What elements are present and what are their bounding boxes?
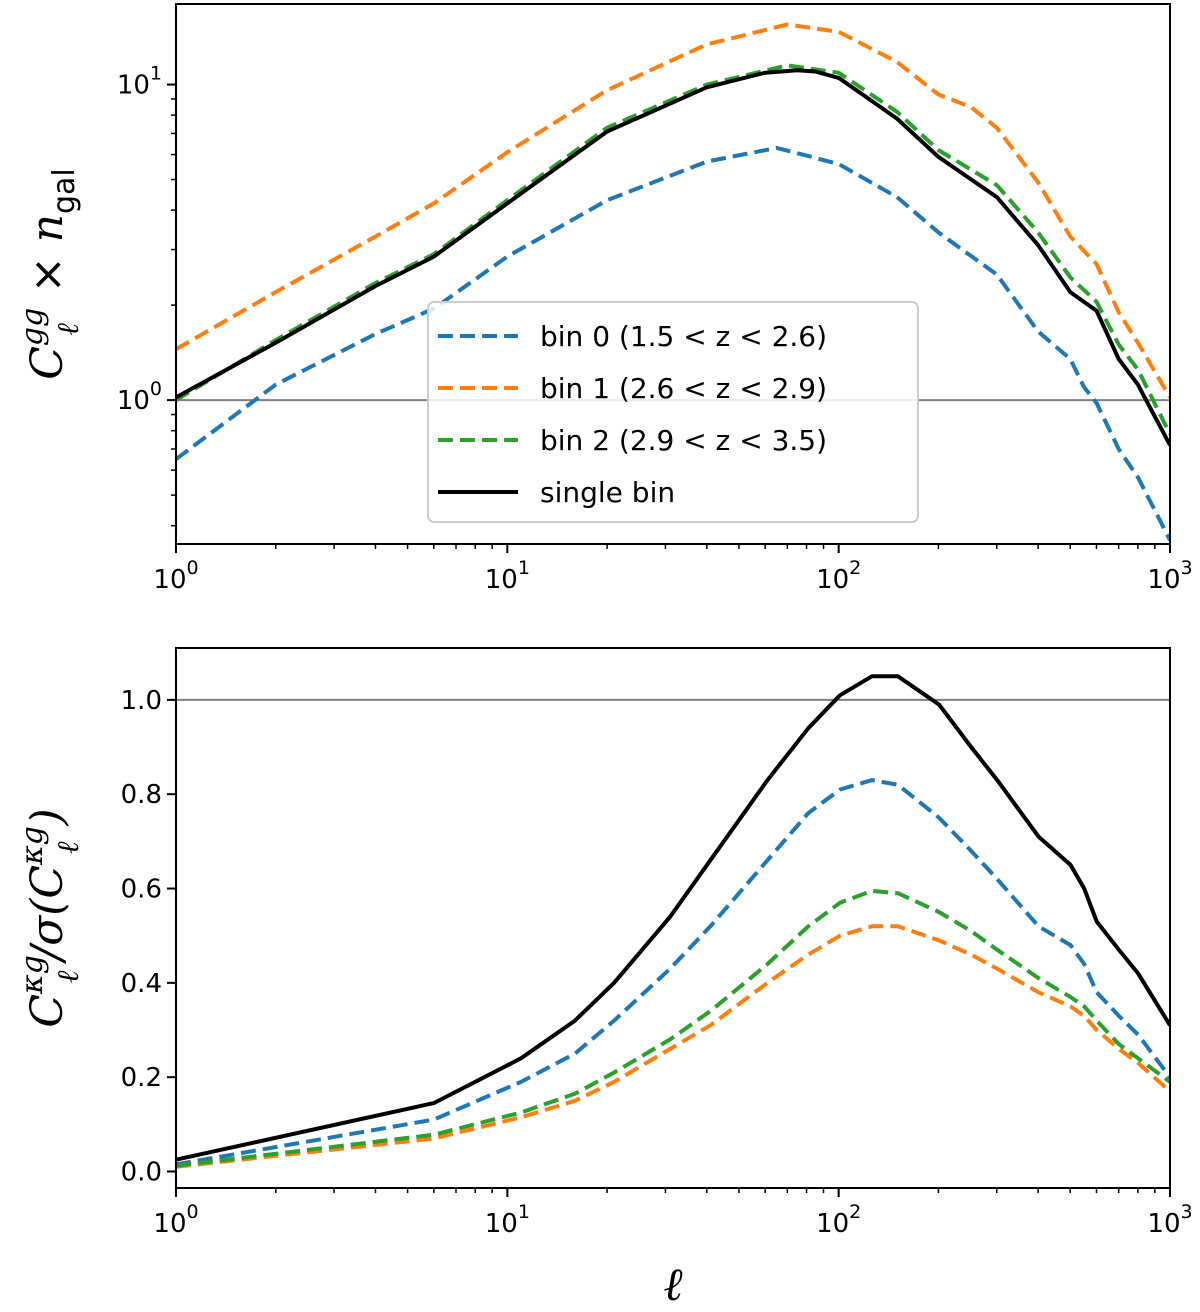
legend-box (427, 301, 919, 523)
y-tick-label: 0.6 (121, 875, 162, 905)
legend-label: bin 2 (2.9 < z < 3.5) (540, 424, 827, 457)
series-line-1 (176, 22, 1170, 399)
y-tick-label: 0.2 (121, 1063, 162, 1093)
y-tick-label: 100 (117, 378, 162, 416)
series-line-1 (176, 924, 1170, 1169)
y-axis-label: Cggℓ × ngal (15, 168, 86, 380)
series-line-3 (176, 68, 1170, 447)
svg-text:Cκgℓ/σ(Cκgℓ): Cκgℓ/σ(Cκgℓ) (15, 808, 86, 1027)
axes-frame (175, 647, 1171, 1189)
x-tick-label: 101 (485, 557, 530, 595)
axes-frame (175, 3, 1171, 545)
x-tick-label: 100 (153, 1201, 198, 1239)
series-line-0 (176, 778, 1170, 1167)
x-tick-label: 102 (816, 1201, 861, 1239)
y-tick-label: 0.0 (121, 1157, 162, 1187)
bottom-panel: 100 101 102 103 0.0 0.2 0.4 0.6 0.8 1.0 Cκgℓ/σ(Cκg… (15, 647, 1193, 1311)
y-tick-label: 1.0 (121, 686, 162, 716)
y-tick-label: 0.8 (121, 780, 162, 810)
x-tick-label: 102 (816, 557, 861, 595)
y-tick-label: 101 (117, 63, 162, 101)
legend-label: bin 1 (2.6 < z < 2.9) (540, 372, 827, 405)
series-line-2 (176, 63, 1170, 436)
legend-label: single bin (540, 476, 675, 509)
y-axis-label: Cκgℓ/σ(Cκgℓ) (15, 808, 86, 1027)
legend: bin 0 (1.5 < z < 2.6) bin 1 (2.6 < z < 2.… (427, 301, 919, 523)
x-axis-label: ℓ (663, 1257, 683, 1311)
x-tick-label: 100 (153, 557, 198, 595)
x-tick-label: 103 (1147, 557, 1192, 595)
series-line-2 (176, 888, 1170, 1168)
y-tick-label: 0.4 (121, 969, 162, 999)
x-tick-label: 103 (1147, 1201, 1192, 1239)
x-tick-label: 101 (485, 1201, 530, 1239)
legend-label: bin 0 (1.5 < z < 2.6) (540, 320, 827, 353)
series-line-3 (176, 674, 1170, 1162)
svg-text:Cggℓ × ngal: Cggℓ × ngal (15, 168, 86, 380)
